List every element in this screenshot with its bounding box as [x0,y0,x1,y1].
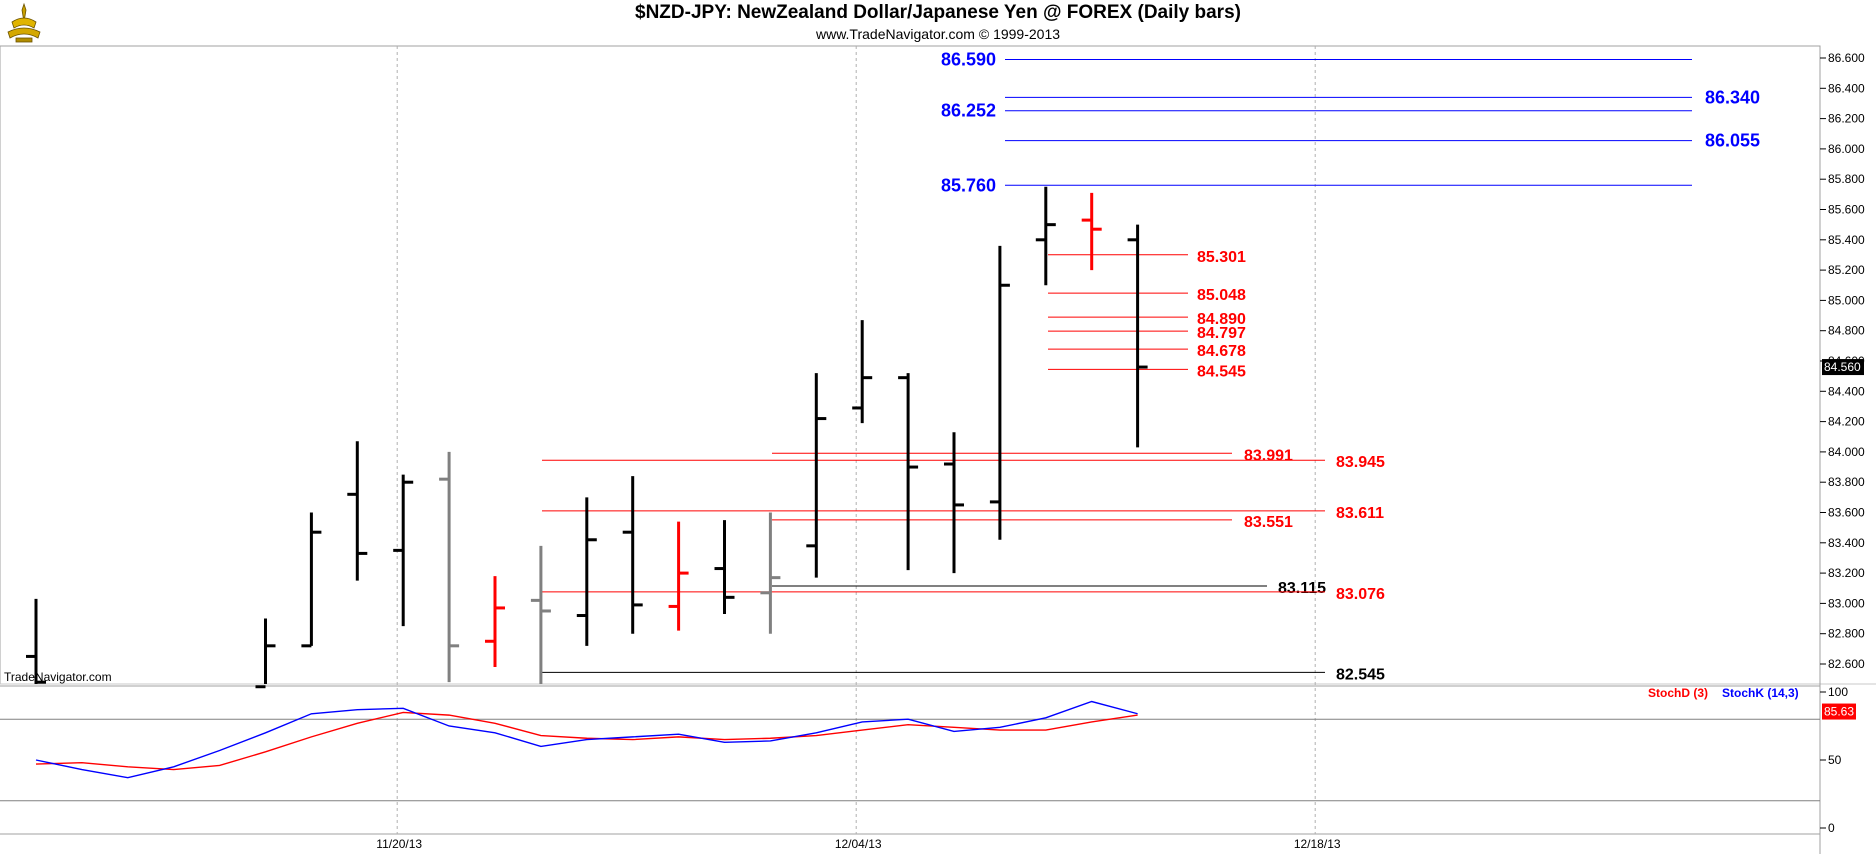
price-tick-label: 82.800 [1828,627,1865,641]
tradenavigator-logo-icon [4,2,44,44]
price-tick-label: 83.600 [1828,506,1865,520]
stochastic-panel: 0 50 100 85.63 StochD (3) StochK (14,3) [0,685,1856,835]
price-axis: 82.600 82.800 83.000 83.200 83.400 83.600 83.8… [1820,51,1865,671]
price-tick-label: 86.400 [1828,81,1865,95]
last-price-badge [1822,359,1864,376]
price-tick-label: 84.200 [1828,415,1865,429]
price-tick-label: 85.200 [1828,263,1865,277]
level-label: 84.545 [1197,363,1246,380]
level-label: 83.611 [1336,505,1384,522]
price-tick-label: 86.200 [1828,112,1865,126]
level-label: 83.945 [1336,454,1385,471]
watermark-text: TradeNavigator.com [4,670,112,684]
osc-series-line [35,711,1138,771]
osc-series-line [35,700,1138,779]
legend-stochk: StochK (14,3) [1722,686,1799,700]
level-label: 83.551 [1244,514,1293,531]
date-tick-label: 12/18/13 [1294,837,1341,851]
time-axis: 11/20/13 12/04/13 12/18/13 [376,837,1341,851]
level-label: 86.340 [1705,87,1760,107]
x-gridlines [396,46,1316,834]
level-label: 82.545 [1336,666,1385,683]
chart-frame [0,45,1876,854]
level-label: 86.055 [1705,131,1760,151]
price-tick-label: 83.200 [1828,566,1865,580]
price-tick-label: 83.800 [1828,475,1865,489]
osc-last-badge [1822,703,1856,720]
legend-stochd: StochD (3) [1648,686,1708,700]
level-label: 83.991 [1244,447,1293,464]
price-bars [26,186,1148,689]
chart-subtitle: www.TradeNavigator.com © 1999-2013 [815,26,1061,42]
price-tick-label: 86.000 [1828,142,1865,156]
level-label: 84.678 [1197,343,1246,360]
price-tick-label: 84.000 [1828,445,1865,459]
plot-border [0,45,1821,685]
fib-levels: 86.590 86.340 86.252 86.055 85.760 85.301 85.0… [542,50,1760,683]
date-tick-label: 11/20/13 [376,837,422,851]
osc-last-label: 85.63 [1824,705,1854,719]
last-price-label: 84.560 [1824,360,1861,374]
price-tick-label: 82.600 [1828,657,1865,671]
osc-tick-label: 100 [1828,685,1848,699]
level-label: 83.076 [1336,586,1385,603]
chart-title: $NZD-JPY: NewZealand Dollar/Japanese Yen… [635,2,1241,23]
price-tick-label: 84.800 [1828,324,1865,338]
level-label: 83.115 [1278,580,1326,597]
price-tick-label: 85.000 [1828,293,1865,307]
level-label: 85.048 [1197,287,1246,304]
level-label: 85.760 [941,175,996,195]
level-label: 84.890 [1197,311,1246,328]
price-tick-label: 85.800 [1828,172,1865,186]
date-tick-label: 12/04/13 [835,837,882,851]
price-tick-label: 83.000 [1828,596,1865,610]
osc-tick-label: 0 [1828,821,1835,835]
level-label: 85.301 [1197,249,1246,266]
level-label: 86.252 [941,101,996,121]
price-tick-label: 85.600 [1828,203,1865,217]
price-tick-label: 86.600 [1828,51,1865,65]
price-tick-label: 85.400 [1828,233,1865,247]
level-label: 84.797 [1197,325,1246,342]
level-label: 86.590 [941,50,996,70]
price-tick-label: 83.400 [1828,536,1865,550]
price-tick-label: 84.400 [1828,384,1865,398]
osc-tick-label: 50 [1828,753,1842,767]
